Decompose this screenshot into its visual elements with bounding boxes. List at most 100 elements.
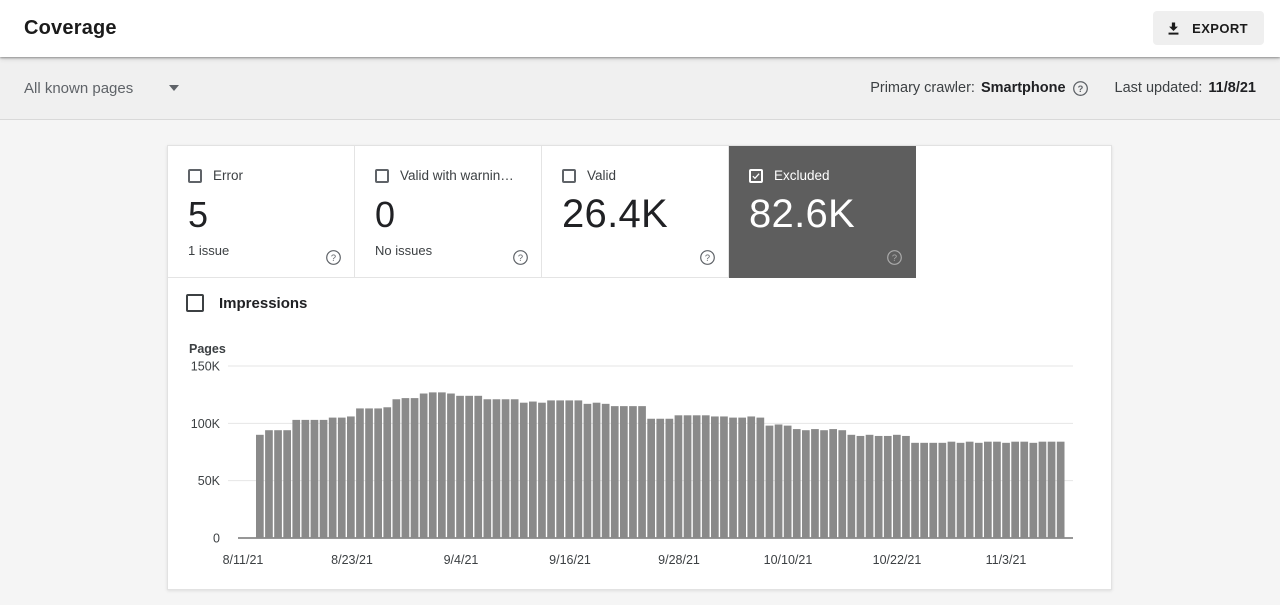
chart-bar[interactable] xyxy=(347,416,355,538)
help-icon[interactable]: ? xyxy=(325,249,342,266)
chart-bar[interactable] xyxy=(792,429,801,538)
chart-bar[interactable] xyxy=(438,392,446,538)
chart-bar[interactable] xyxy=(701,415,710,538)
chart-bar[interactable] xyxy=(683,415,692,538)
chart-bar[interactable] xyxy=(410,398,419,538)
chart-bar[interactable] xyxy=(465,395,473,538)
tile-valid[interactable]: Valid 26.4K ? xyxy=(542,146,729,278)
chart-bar[interactable] xyxy=(1029,442,1038,538)
chart-bar[interactable] xyxy=(692,415,701,538)
chart-bar[interactable] xyxy=(401,398,410,538)
tile-error[interactable]: Error 5 1 issue ? xyxy=(168,146,355,278)
checkbox-icon[interactable] xyxy=(188,168,202,183)
chart-bar[interactable] xyxy=(947,441,956,538)
chart-bar[interactable] xyxy=(902,435,910,538)
chart-bar[interactable] xyxy=(328,417,337,538)
chart-bar[interactable] xyxy=(711,416,719,538)
help-icon[interactable]: ? xyxy=(699,249,716,266)
chart-bar[interactable] xyxy=(974,442,983,538)
chart-bar[interactable] xyxy=(811,429,819,538)
tile-excluded[interactable]: Excluded 82.6K ? xyxy=(729,146,916,278)
chart-bar[interactable] xyxy=(456,395,464,538)
chart-bar[interactable] xyxy=(583,403,592,538)
chart-bar[interactable] xyxy=(547,400,555,538)
chart-bar[interactable] xyxy=(610,406,619,538)
chart-bar[interactable] xyxy=(847,434,856,538)
chart-bar[interactable] xyxy=(984,441,992,538)
chart-bar[interactable] xyxy=(629,406,637,538)
chart-bar[interactable] xyxy=(638,406,646,538)
chart-bar[interactable] xyxy=(274,430,282,538)
chart-bar[interactable] xyxy=(620,406,628,538)
chart-bar[interactable] xyxy=(783,425,792,538)
chart-bar[interactable] xyxy=(829,429,837,538)
checkbox-icon[interactable] xyxy=(186,294,204,312)
chart-bar[interactable] xyxy=(965,441,974,538)
chart-bar[interactable] xyxy=(265,430,273,538)
chart-bar[interactable] xyxy=(747,416,756,538)
help-icon[interactable]: ? xyxy=(1072,80,1089,97)
chart-bar[interactable] xyxy=(856,435,865,538)
chart-bar[interactable] xyxy=(283,430,291,538)
chart-bar[interactable] xyxy=(883,435,892,538)
chart-bar[interactable] xyxy=(911,442,919,538)
chart-bar[interactable] xyxy=(256,434,264,538)
chart-bar[interactable] xyxy=(428,392,437,538)
chart-bar[interactable] xyxy=(1002,442,1010,538)
chart-bar[interactable] xyxy=(920,442,928,538)
chart-bar[interactable] xyxy=(647,418,655,538)
chart-bar[interactable] xyxy=(510,399,519,538)
chart-bar[interactable] xyxy=(874,435,883,538)
page-scope-dropdown[interactable]: All known pages xyxy=(24,80,180,97)
chart-bar[interactable] xyxy=(483,399,492,538)
chart-bar[interactable] xyxy=(674,415,683,538)
tile-valid-with-warnings[interactable]: Valid with warnin… 0 No issues ? xyxy=(355,146,542,278)
chart-bar[interactable] xyxy=(419,393,428,538)
chart-bar[interactable] xyxy=(519,402,528,538)
chart-bar[interactable] xyxy=(774,424,783,538)
chart-bar[interactable] xyxy=(1056,441,1065,538)
impressions-toggle[interactable]: Impressions xyxy=(186,294,307,312)
chart-bar[interactable] xyxy=(802,430,810,538)
chart-bar[interactable] xyxy=(993,441,1001,538)
chart-bar[interactable] xyxy=(929,442,938,538)
chart-bar[interactable] xyxy=(337,417,346,538)
chart-bar[interactable] xyxy=(729,417,737,538)
chart-bar[interactable] xyxy=(738,417,746,538)
chart-bar[interactable] xyxy=(310,419,319,538)
chart-bar[interactable] xyxy=(838,430,847,538)
chart-bar[interactable] xyxy=(356,408,364,538)
chart-bar[interactable] xyxy=(656,418,665,538)
checkbox-checked-icon[interactable] xyxy=(749,168,763,183)
chart-bar[interactable] xyxy=(319,419,328,538)
chart-bar[interactable] xyxy=(893,434,901,538)
chart-bar[interactable] xyxy=(601,403,610,538)
chart-bar[interactable] xyxy=(447,393,455,538)
chart-bar[interactable] xyxy=(383,407,392,538)
chart-bar[interactable] xyxy=(1020,441,1029,538)
checkbox-icon[interactable] xyxy=(375,168,389,183)
chart-bar[interactable] xyxy=(565,400,574,538)
chart-bar[interactable] xyxy=(301,419,310,538)
chart-bar[interactable] xyxy=(374,408,382,538)
chart-bar[interactable] xyxy=(529,401,537,538)
coverage-chart[interactable]: Pages 0 50K 100K 150K 8/11/21 8/23/21 9/4/21 9/1… xyxy=(168,331,1113,581)
chart-bar[interactable] xyxy=(574,400,583,538)
chart-bar[interactable] xyxy=(592,402,601,538)
chart-bar[interactable] xyxy=(765,425,774,538)
chart-bar[interactable] xyxy=(474,395,483,538)
chart-bar[interactable] xyxy=(956,442,965,538)
chart-bar[interactable] xyxy=(820,430,828,538)
chart-bar[interactable] xyxy=(292,419,301,538)
checkbox-icon[interactable] xyxy=(562,168,576,183)
chart-bar[interactable] xyxy=(1011,441,1019,538)
chart-bar[interactable] xyxy=(556,400,564,538)
chart-bar[interactable] xyxy=(665,418,674,538)
chart-bar[interactable] xyxy=(492,399,501,538)
chart-bar[interactable] xyxy=(720,416,728,538)
help-icon[interactable]: ? xyxy=(512,249,529,266)
export-button[interactable]: EXPORT xyxy=(1153,11,1264,45)
chart-bar[interactable] xyxy=(501,399,510,538)
help-icon[interactable]: ? xyxy=(886,249,903,266)
chart-bar[interactable] xyxy=(392,399,401,538)
